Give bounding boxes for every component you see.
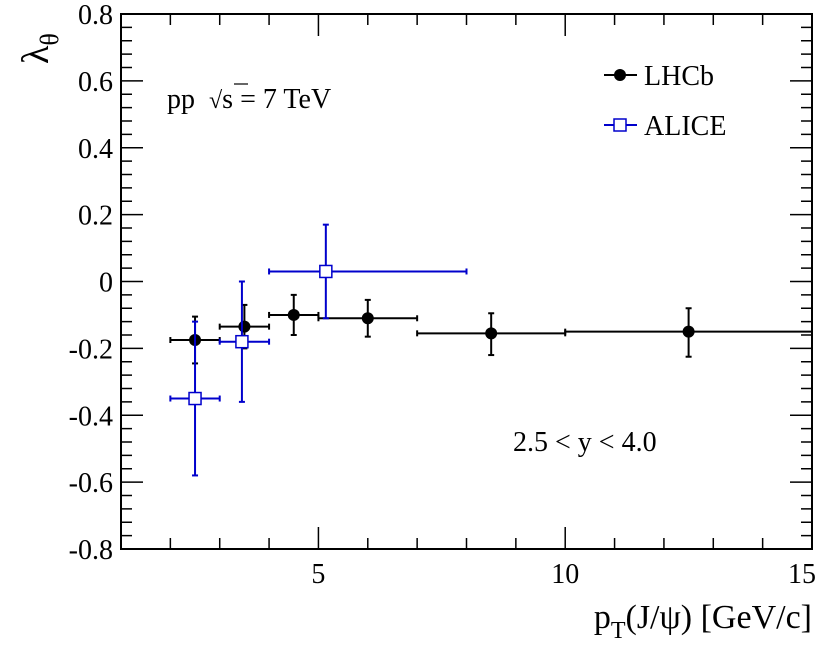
x-axis-label: pT(J/ψ) [GeV/c] <box>594 599 812 644</box>
x-axis-label-subscript: T <box>611 618 626 644</box>
y-axis-label: λθ <box>15 33 64 64</box>
y-tick-label: -0.6 <box>69 468 113 499</box>
x-axis-label-main: p <box>594 599 611 636</box>
data-point <box>361 312 374 325</box>
y-tick-label: -0.8 <box>69 535 113 566</box>
data-point <box>235 334 249 349</box>
y-axis-label-symbol: λ <box>15 45 57 64</box>
x-axis-label-rest: (J/ψ) [GeV/c] <box>626 599 813 636</box>
legend-lhcb-label: LHCb <box>644 61 714 92</box>
legend-alice-marker <box>613 118 627 132</box>
y-axis-label-subscript: θ <box>35 33 64 45</box>
data-point <box>682 325 695 338</box>
x-tick-labels: 5 10 15 <box>311 559 816 590</box>
y-tick-label: 0.4 <box>78 134 113 165</box>
rapidity-annotation: 2.5 < y < 4.0 <box>513 427 657 458</box>
y-tick-labels: -0.8 -0.6 -0.4 -0.2 0 0.2 0.4 0.6 0.8 <box>69 0 113 566</box>
y-tick-label: 0.2 <box>78 201 113 232</box>
y-tick-label: -0.4 <box>69 401 113 432</box>
legend-entry-alice: ALICE <box>604 111 726 142</box>
data-point <box>238 320 251 333</box>
series-lhcb <box>169 293 813 365</box>
series-layer <box>169 223 813 477</box>
legend-lhcb-marker <box>614 69 626 81</box>
axis-ticks <box>120 13 813 550</box>
y-tick-label: 0.6 <box>78 67 113 98</box>
legend: LHCb ALICE <box>604 61 726 142</box>
legend-alice-label: ALICE <box>644 111 726 142</box>
x-tick-label: 10 <box>551 559 579 590</box>
energy-annotation: pp √s = 7 TeV <box>167 84 331 115</box>
data-point <box>485 327 498 340</box>
energy-s: s <box>222 84 233 115</box>
data-point <box>287 308 300 321</box>
series-alice <box>169 223 468 477</box>
legend-entry-lhcb: LHCb <box>604 61 714 92</box>
data-point <box>319 264 333 279</box>
energy-value: = 7 TeV <box>233 84 331 115</box>
x-tick-label: 5 <box>311 559 325 590</box>
x-tick-label: 15 <box>788 559 816 590</box>
y-tick-label: 0 <box>99 268 113 299</box>
y-tick-label: -0.2 <box>69 334 113 365</box>
sqrt-symbol: √ <box>209 88 223 114</box>
energy-prefix: pp <box>167 84 195 115</box>
data-point <box>188 391 202 406</box>
y-tick-label: 0.8 <box>78 0 113 31</box>
